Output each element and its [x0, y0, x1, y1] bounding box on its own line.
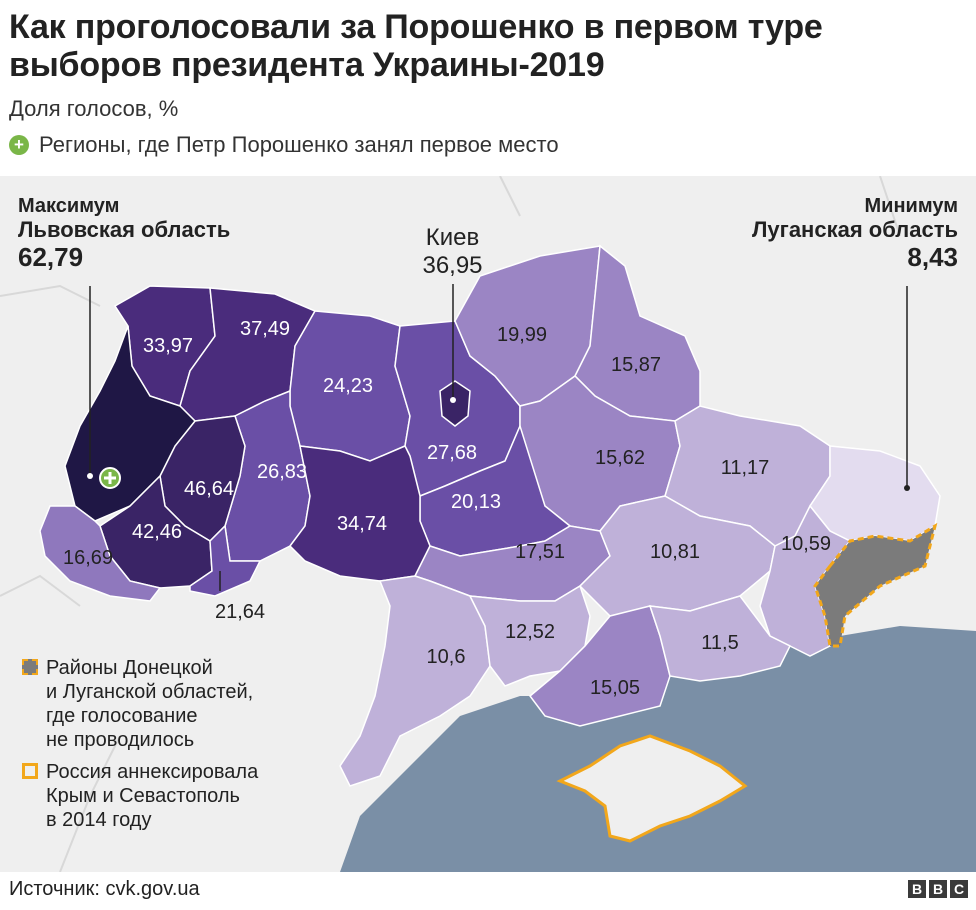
region-label-chernivtsi: 21,64 [214, 601, 266, 623]
legend-annexed-line-3: в 2014 году [46, 809, 152, 831]
title-line-1: Как проголосовали за Порошенко в первом … [9, 8, 823, 46]
kiev-annotation: Киев 36,95 [385, 224, 520, 280]
first-place-marker-plus [104, 472, 116, 484]
region-label-ternopil: 46,64 [183, 478, 235, 500]
legend-no-vote-text: Районы Донецкой и Луганской областей, гд… [46, 656, 253, 752]
min-annotation: Минимум Луганская область 8,43 [752, 194, 958, 272]
region-label-dnipropetrovsk: 10,81 [649, 541, 701, 563]
legend-annexed-line-1: Россия аннексировала [46, 761, 259, 783]
kiev-value: 36,95 [422, 252, 483, 279]
bbc-logo-letter-1: B [908, 880, 926, 898]
lviv-pointer-dot [87, 473, 93, 479]
region-label-sumy: 15,87 [610, 354, 662, 376]
first-place-legend: + Регионы, где Петр Порошенко занял перв… [9, 132, 969, 158]
legend-annexed-text: Россия аннексировала Крым и Севастополь … [46, 760, 258, 832]
region-label-kharkiv: 11,17 [720, 457, 770, 479]
region-label-zhytomyr: 24,23 [322, 375, 374, 397]
region-chernivtsi[interactable] [189, 524, 262, 597]
bbc-logo-letter-3: C [950, 880, 968, 898]
legend-annexed-line-2: Крым и Севастополь [46, 785, 240, 807]
min-value: 8,43 [907, 242, 958, 272]
legend-no-vote-line-1: Районы Донецкой [46, 657, 213, 679]
source-text: Источник: cvk.gov.ua [9, 878, 200, 900]
region-label-zaporizhzhia: 11,5 [701, 632, 739, 654]
footer: Источник: cvk.gov.ua B B C [0, 872, 976, 910]
max-annotation: Максимум Львовская область 62,79 [18, 194, 230, 272]
region-label-volyn: 33,97 [142, 335, 194, 357]
region-label-poltava: 15,62 [594, 447, 646, 469]
ukraine-map-svg [0, 176, 976, 872]
region-zakarpattia[interactable] [39, 505, 162, 602]
no-vote-area-donetsk [813, 522, 938, 648]
region-label-odesa: 10,6 [426, 646, 466, 668]
max-region: Львовская область [18, 217, 231, 242]
region-label-zakarpattia: 16,69 [62, 547, 114, 569]
region-zaporizhzhia[interactable] [648, 595, 792, 682]
region-label-kirovohrad: 17,51 [514, 541, 566, 563]
first-place-legend-text: Регионы, где Петр Порошенко занял первое… [39, 132, 559, 157]
legend-no-vote: Районы Донецкой и Луганской областей, гд… [22, 656, 258, 752]
region-kherson[interactable] [528, 605, 671, 727]
region-label-kherson: 15,05 [589, 677, 641, 699]
region-label-chernihiv: 19,99 [496, 324, 548, 346]
annexed-swatch [22, 763, 38, 779]
crimea [556, 734, 748, 843]
region-label-cherkasy: 20,13 [450, 491, 502, 513]
region-label-khmelnytskyi: 26,83 [256, 461, 308, 483]
legend-no-vote-line-4: не проводилось [46, 729, 195, 751]
region-label-ivano-frankivsk: 42,46 [131, 521, 183, 543]
kiev-pointer-dot [450, 397, 456, 403]
map-legend: Районы Донецкой и Луганской областей, гд… [22, 656, 258, 840]
legend-no-vote-line-2: и Луганской областей, [46, 681, 254, 703]
region-ivano-frankivsk[interactable] [99, 474, 213, 589]
map: Максимум Львовская область 62,79 Минимум… [0, 176, 976, 872]
max-label: Максимум [18, 195, 120, 217]
region-label-donetsk: 10,59 [780, 533, 832, 555]
neighbour-borders [0, 176, 901, 872]
page-title: Как проголосовали за Порошенко в первом … [9, 8, 969, 84]
region-label-rivne: 37,49 [239, 318, 291, 340]
bbc-logo: B B C [908, 880, 968, 898]
region-label-vinnytsia: 34,74 [336, 513, 388, 535]
kiev-name: Киев [425, 224, 480, 251]
region-label-mykolaiv: 12,52 [504, 621, 556, 643]
subtitle: Доля голосов, % [9, 96, 179, 121]
min-label: Минимум [864, 195, 958, 217]
title-line-2: выборов президента Украины-2019 [9, 46, 605, 84]
min-region: Луганская область [751, 217, 958, 242]
luhansk-pointer-dot [904, 485, 910, 491]
region-kyiv-city[interactable] [439, 380, 471, 427]
plus-circle-icon: + [9, 135, 29, 155]
legend-no-vote-line-3: где голосование [46, 705, 198, 727]
header: Как проголосовали за Порошенко в первом … [9, 8, 969, 158]
region-dnipropetrovsk[interactable] [578, 495, 776, 617]
max-value: 62,79 [18, 242, 84, 272]
no-vote-swatch [22, 659, 38, 675]
region-label-kyiv-oblast: 27,68 [426, 442, 478, 464]
legend-annexed: Россия аннексировала Крым и Севастополь … [22, 760, 258, 832]
bbc-logo-letter-2: B [929, 880, 947, 898]
region-luhansk[interactable] [809, 445, 941, 542]
region-odesa[interactable] [339, 575, 491, 787]
